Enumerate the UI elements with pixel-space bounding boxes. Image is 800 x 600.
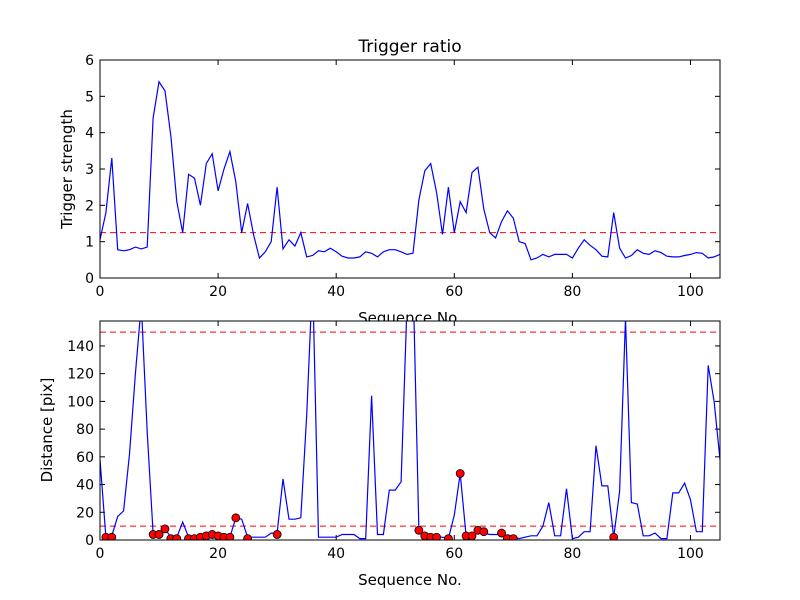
y-tick-label: 20: [76, 505, 94, 521]
x-tick-label: 20: [209, 284, 227, 300]
y-tick-label: 0: [85, 533, 94, 549]
detection-marker: [243, 534, 253, 540]
x-tick-label: 40: [327, 546, 345, 562]
detection-marker: [479, 527, 489, 537]
y-tick-label: 60: [76, 450, 94, 466]
detection-marker: [231, 513, 241, 523]
y-tick-label: 1: [85, 235, 94, 251]
y-tick-label: 100: [67, 394, 94, 410]
y-tick-label: 3: [85, 162, 94, 178]
x-tick-label: 20: [209, 546, 227, 562]
detection-marker: [455, 469, 465, 478]
y-tick-label: 2: [85, 198, 94, 214]
detection-marker: [225, 532, 235, 540]
plot-frame: [99, 59, 721, 279]
detection-marker: [154, 530, 164, 539]
x-axis-label: Sequence No.: [358, 571, 462, 589]
detection-marker: [432, 532, 441, 540]
x-tick-label: 80: [563, 284, 581, 300]
plot-area: [100, 321, 720, 540]
detection-marker: [107, 532, 117, 540]
detection-marker: [497, 528, 506, 538]
detection-marker: [414, 525, 424, 535]
detection-marker: [160, 524, 170, 534]
y-tick-label: 120: [67, 367, 94, 383]
plot-frame: [99, 320, 721, 541]
detection-marker: [508, 534, 518, 540]
detection-marker: [609, 532, 619, 540]
y-tick-label: 0: [85, 271, 94, 287]
chart-title: Trigger ratio: [357, 37, 461, 57]
detection-marker: [272, 530, 282, 539]
distance-panel: 0 20 40 60 80 100 0 20 40 60 80 100 120 140 Sequence …: [38, 320, 721, 589]
y-tick-label: 40: [76, 478, 94, 494]
x-tick-label: 60: [445, 284, 463, 300]
x-tick-label: 0: [96, 546, 105, 562]
y-tick-label: 6: [85, 53, 94, 69]
y-tick-label: 140: [67, 339, 94, 355]
x-tick-label: 80: [563, 546, 581, 562]
plot-area: [100, 60, 720, 278]
x-tick-label: 100: [677, 546, 704, 562]
detection-marker: [443, 534, 453, 540]
x-tick-label: 0: [96, 284, 105, 300]
series-line: [100, 80, 720, 261]
y-axis-label: Distance [pix]: [38, 378, 56, 483]
y-tick-label: 80: [76, 422, 94, 438]
detection-marker: [172, 534, 182, 540]
x-tick-label: 60: [445, 546, 463, 562]
x-tick-label: 100: [677, 284, 704, 300]
y-axis-label: Trigger strength: [58, 109, 76, 230]
y-tick-label: 4: [85, 126, 94, 142]
y-tick-label: 5: [85, 89, 94, 105]
x-tick-label: 40: [327, 284, 345, 300]
